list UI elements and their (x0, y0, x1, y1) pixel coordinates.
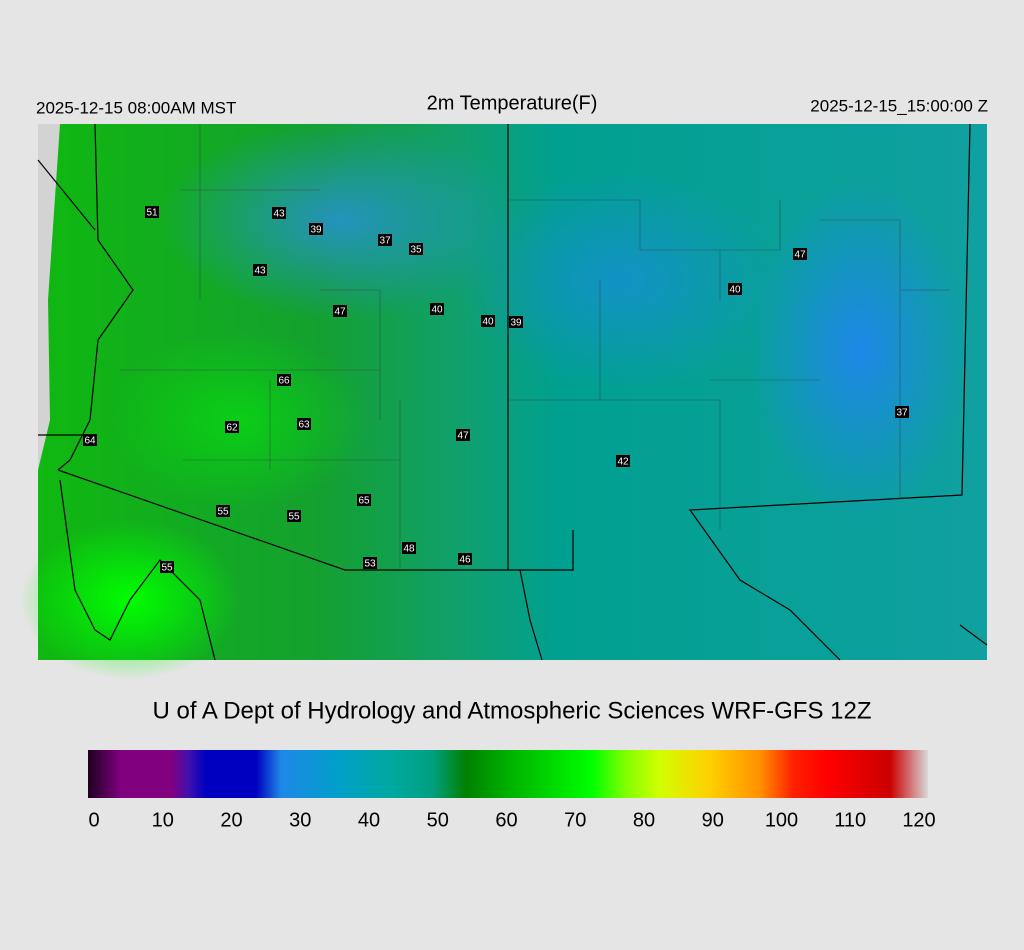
colorbar-tick-label: 80 (633, 809, 655, 831)
station-box (895, 406, 909, 418)
station-box (145, 206, 159, 218)
station-value: 39 (510, 318, 522, 329)
station-box (430, 303, 444, 315)
station-box (272, 207, 286, 219)
colorbar-tick-label: 110 (834, 809, 866, 831)
header-right: 2025-12-15_15:00:00 Z (810, 96, 988, 115)
station-value: 53 (364, 559, 376, 570)
colorbar-tick-label: 90 (702, 809, 724, 831)
cold-area (160, 120, 520, 320)
station-value: 64 (84, 436, 96, 447)
colorbar-tick-label: 100 (765, 809, 798, 831)
station-value: 55 (217, 507, 229, 518)
station-box (83, 434, 97, 446)
station-box (287, 510, 301, 522)
station-box (402, 542, 416, 554)
station-value: 40 (431, 305, 443, 316)
colorbar (88, 750, 928, 798)
warm-area (110, 330, 370, 510)
colorbar-tick-label: 40 (358, 809, 380, 831)
station-box (309, 223, 323, 235)
station-value: 65 (358, 496, 370, 507)
credit: U of A Dept of Hydrology and Atmospheric… (153, 697, 872, 724)
station-value: 40 (482, 317, 494, 328)
station-box (728, 283, 742, 295)
station-value: 35 (410, 245, 422, 256)
station-value: 47 (334, 307, 346, 318)
borders (37, 123, 988, 661)
cold-area (750, 180, 970, 520)
colorbar-ticks: 0 10 20 30 40 50 60 70 80 90 100 110 120 (88, 809, 935, 831)
station-box (616, 455, 630, 467)
station-box (253, 264, 267, 276)
station-box (225, 421, 239, 433)
header-left: 2025-12-15 08:00AM MST (36, 98, 236, 117)
station-value: 37 (896, 408, 908, 419)
station-value: 48 (403, 544, 415, 555)
county-lines (120, 124, 950, 570)
station-box (481, 315, 495, 327)
station-value: 47 (794, 250, 806, 261)
station-value: 51 (146, 208, 158, 219)
colorbar-tick-label: 10 (152, 809, 174, 831)
colorbar-tick-label: 0 (88, 809, 99, 831)
station-box (793, 248, 807, 260)
station-box (333, 305, 347, 317)
colorbar-tick-label: 120 (902, 809, 935, 831)
station-box (216, 505, 230, 517)
station-value: 47 (457, 431, 469, 442)
station-box (409, 243, 423, 255)
station-box (509, 316, 523, 328)
station-value: 55 (161, 563, 173, 574)
station-value: 43 (273, 209, 285, 220)
station-box (357, 494, 371, 506)
station-value: 43 (254, 266, 266, 277)
station-value: 63 (298, 420, 310, 431)
station-value: 42 (617, 457, 629, 468)
station-box (297, 418, 311, 430)
station-box (277, 374, 291, 386)
station-value: 62 (226, 423, 238, 434)
colorbar-tick-label: 60 (495, 809, 517, 831)
station-value: 46 (459, 555, 471, 566)
station-box (160, 561, 174, 573)
station-box (456, 429, 470, 441)
station-value: 55 (288, 512, 300, 523)
colorbar-tick-label: 70 (564, 809, 586, 831)
station-value: 37 (379, 236, 391, 247)
cold-area (460, 170, 780, 390)
station-box (363, 557, 377, 569)
station-box (458, 553, 472, 565)
station-value: 39 (310, 225, 322, 236)
colorbar-tick-label: 30 (289, 809, 311, 831)
station-value: 66 (278, 376, 290, 387)
colorbar-tick-label: 20 (220, 809, 242, 831)
map-title: 2m Temperature(F) (427, 92, 598, 114)
station-labels: 51 43 39 37 35 43 47 40 40 39 47 40 66 62 63 64 47 37 42 65… (83, 206, 909, 574)
station-box (378, 234, 392, 246)
station-value: 40 (729, 285, 741, 296)
colorbar-tick-label: 50 (427, 809, 449, 831)
